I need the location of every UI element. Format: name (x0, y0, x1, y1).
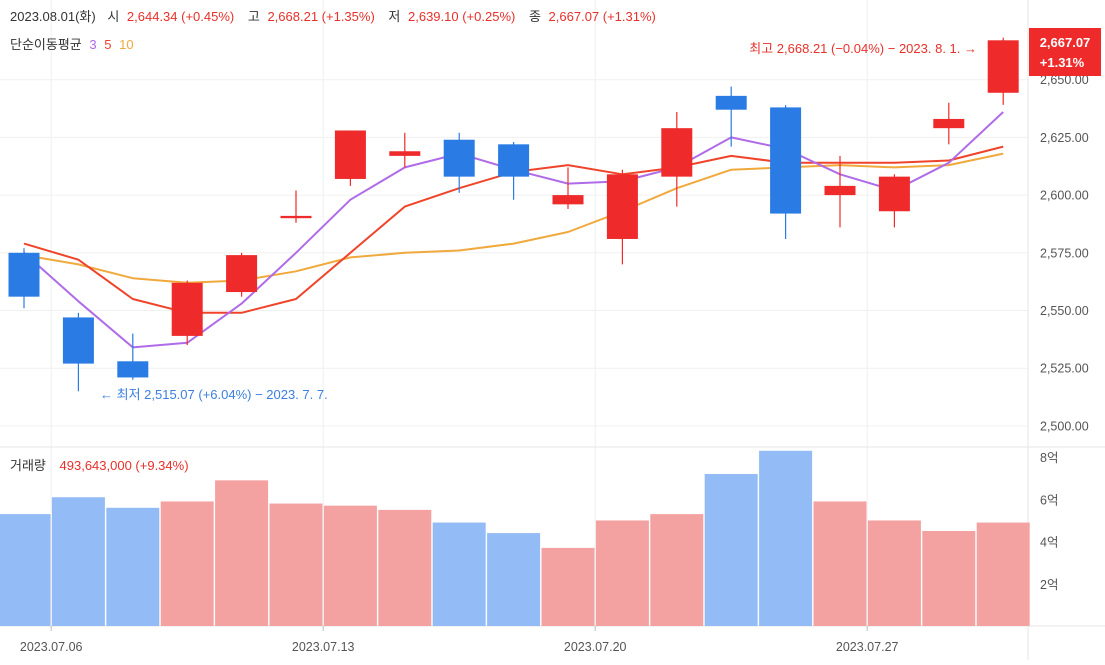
volume-value: 493,643,000 (+9.34%) (60, 458, 189, 473)
price-tick-label: 2,575.00 (1040, 246, 1089, 260)
price-tick-label: 2,500.00 (1040, 419, 1089, 433)
current-price-badge-bg (1029, 28, 1101, 76)
ma-legend-3: 3 (89, 37, 96, 52)
candle-body (171, 282, 203, 336)
candle-body (824, 185, 856, 196)
volume-label: 거래량 (10, 458, 46, 473)
date-tick-label: 2023.07.27 (836, 640, 899, 654)
high-label: 고 (248, 9, 260, 24)
volume-bar (269, 503, 323, 626)
volume-bar (759, 450, 813, 626)
price-tick-label: 2,550.00 (1040, 304, 1089, 318)
close-label: 종 (529, 9, 541, 24)
volume-tick-label: 2억 (1040, 578, 1058, 592)
close-value: 2,667.07 (+1.31%) (549, 9, 656, 24)
volume-tick-label: 4억 (1040, 536, 1058, 550)
date-axis: 2023.07.06 2023.07.13 2023.07.20 2023.07.27 (20, 626, 899, 654)
candle-body (280, 215, 312, 219)
ohlc-header: 2023.08.01(화) 시 2,644.34 (+0.45%) 고 2,66… (10, 9, 656, 24)
price-tick-label: 2,650.00 (1040, 73, 1089, 87)
low-annotation: ← 최저 2,515.07 (+6.04%) − 2023. 7. 7. (100, 387, 328, 402)
volume-tick-label: 6억 (1040, 493, 1058, 507)
candle-body (62, 317, 94, 364)
price-tick-label: 2,625.00 (1040, 131, 1089, 145)
candle-body (878, 176, 910, 212)
volume-bar (160, 501, 214, 626)
candle-body (443, 139, 475, 177)
open-value: 2,644.34 (+0.45%) (127, 9, 234, 24)
volume-bar (541, 547, 595, 626)
date-tick-label: 2023.07.13 (292, 640, 355, 654)
price-tick-label: 2,600.00 (1040, 189, 1089, 203)
volume-bar (323, 505, 377, 626)
volume-bar (867, 520, 921, 626)
volume-bar (106, 507, 160, 626)
open-label: 시 (107, 9, 119, 24)
candle-body (8, 252, 40, 297)
candle-body (661, 128, 693, 177)
current-price-change: +1.31% (1040, 55, 1085, 70)
volume-axis: 2억 4억 6억 8억 (1040, 451, 1058, 592)
candle-body (770, 107, 802, 214)
current-price-badge: 2,667.07 +1.31% (1029, 28, 1101, 76)
candle-body (552, 195, 584, 205)
low-value: 2,639.10 (+0.25%) (408, 9, 515, 24)
ma-legend: 단순이동평균 3 5 10 (10, 37, 134, 52)
volume-bar (813, 501, 867, 626)
candle-body (334, 130, 366, 179)
date-tick-label: 2023.07.06 (20, 640, 83, 654)
ma-legend-title: 단순이동평균 (10, 37, 82, 52)
candles (8, 37, 1019, 392)
low-label: 저 (388, 9, 400, 24)
candle-body (606, 174, 638, 239)
date-tick-label: 2023.07.20 (564, 640, 627, 654)
candle-body (715, 95, 747, 110)
volume-tick-label: 8억 (1040, 451, 1058, 465)
candle-body (226, 255, 258, 293)
ma-legend-5: 5 (104, 37, 111, 52)
volume-bar (650, 514, 704, 626)
candle-body (389, 151, 421, 156)
candle-body (498, 144, 530, 177)
volume-bar (976, 522, 1030, 626)
price-axis: 2,500.00 2,525.00 2,550.00 2,575.00 2,600.00… (1040, 73, 1089, 433)
header-date: 2023.08.01(화) (10, 9, 96, 24)
volume-bar (378, 509, 432, 626)
volume-bar (51, 497, 105, 626)
current-price-value: 2,667.07 (1040, 35, 1091, 50)
volume-bar (704, 474, 758, 626)
price-tick-label: 2,525.00 (1040, 362, 1089, 376)
volume-header: 거래량 493,643,000 (+9.34%) (10, 458, 189, 473)
volume-bar (0, 514, 51, 626)
ma-legend-10: 10 (119, 37, 133, 52)
high-annotation: 최고 2,668.21 (−0.04%) − 2023. 8. 1. → (749, 41, 977, 56)
high-value: 2,668.21 (+1.35%) (267, 9, 374, 24)
volume-bars (0, 450, 1030, 626)
volume-bar (487, 533, 541, 626)
candle-body (987, 40, 1019, 93)
candle-body (117, 361, 149, 378)
candle-body (933, 118, 965, 129)
volume-bar (215, 480, 269, 626)
volume-bar (595, 520, 649, 626)
volume-bar (922, 531, 976, 626)
volume-bar (432, 522, 486, 626)
